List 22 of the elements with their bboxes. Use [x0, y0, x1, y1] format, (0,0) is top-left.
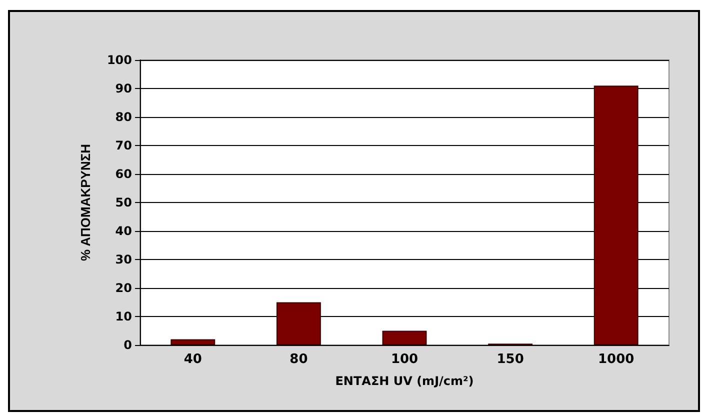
y-tick-label: 10 — [115, 310, 132, 324]
bar — [594, 86, 638, 345]
y-tick-label: 30 — [115, 252, 132, 266]
x-tick-label: 150 — [496, 352, 524, 367]
y-tick-label: 100 — [106, 53, 132, 67]
y-tick-label: 20 — [115, 281, 132, 295]
y-tick-label: 80 — [115, 110, 132, 124]
y-tick-label: 0 — [124, 338, 132, 352]
y-tick-label: 60 — [115, 167, 132, 181]
bar — [382, 330, 427, 345]
y-tick-label: 70 — [115, 138, 132, 152]
y-tick-label: 50 — [115, 196, 132, 210]
x-tick-label: 1000 — [598, 352, 634, 367]
y-axis-title: % ΑΠΟΜΑΚΡΥΝΣΗ — [78, 144, 93, 262]
y-tick-label: 90 — [115, 82, 132, 96]
x-tick-label: 100 — [390, 352, 418, 367]
x-axis-title: ΕΝΤΑΣΗ UV (mJ/cm²) — [335, 374, 474, 388]
x-tick-label: 80 — [290, 352, 308, 367]
bar — [170, 339, 216, 345]
bar — [276, 302, 321, 345]
x-tick-label: 40 — [184, 352, 202, 367]
y-tick-label: 40 — [115, 224, 132, 238]
